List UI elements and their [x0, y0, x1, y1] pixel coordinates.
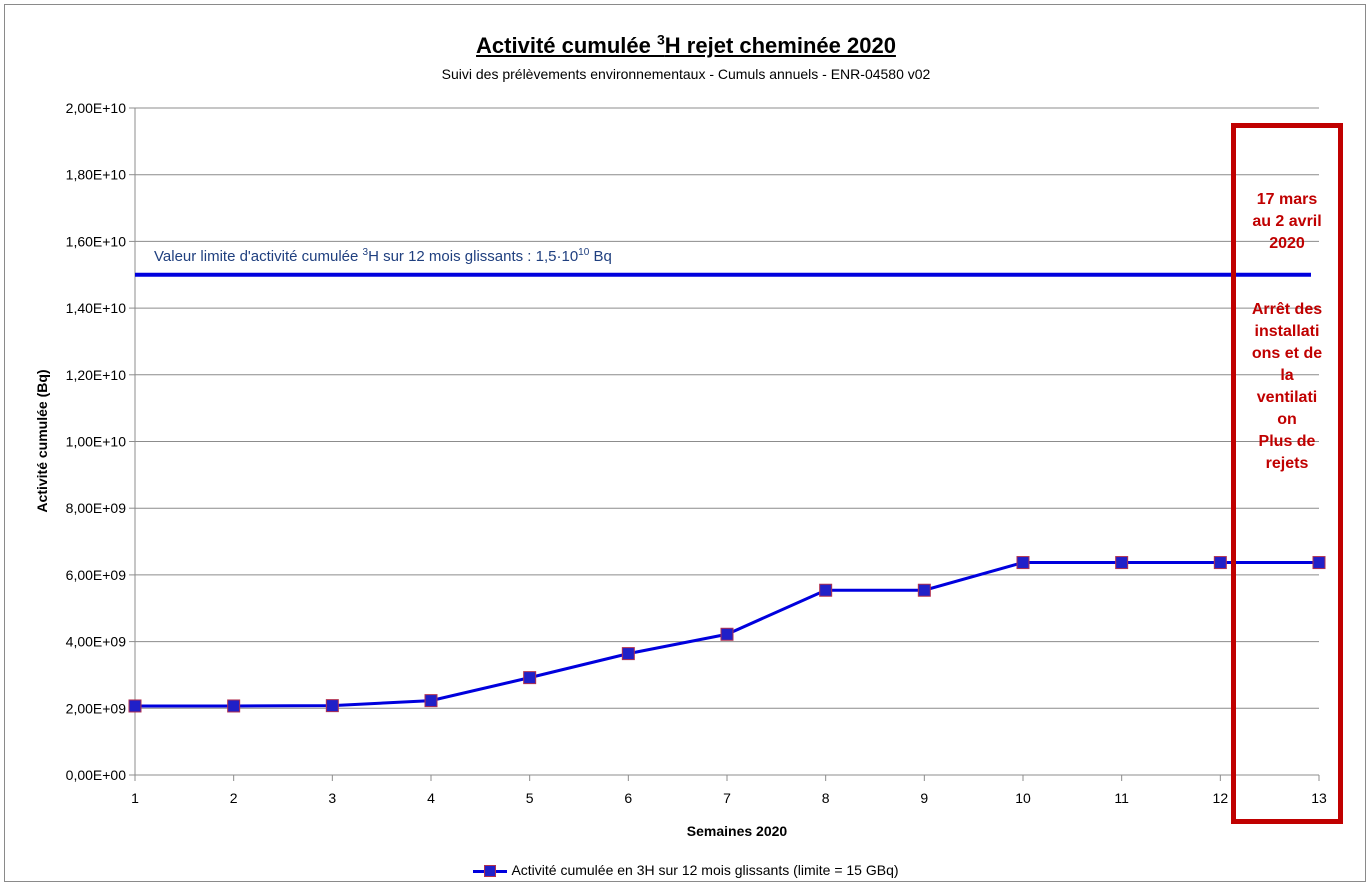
x-tick-label: 11	[1114, 790, 1129, 806]
y-tick-label: 1,20E+10	[66, 367, 127, 383]
y-tick-label: 1,00E+10	[66, 434, 127, 450]
data-point	[819, 583, 833, 597]
annotation-period: 17 mars au 2 avril 2020	[1252, 191, 1322, 252]
y-tick-label: 0,00E+00	[66, 767, 127, 783]
x-axis-label: Semaines 2020	[687, 823, 788, 839]
data-point	[227, 699, 241, 713]
y-tick-label: 2,00E+10	[66, 100, 127, 116]
y-tick-label: 1,80E+10	[66, 167, 127, 183]
x-tick-label: 7	[723, 790, 731, 806]
legend-label: Activité cumulée en 3H sur 12 mois gliss…	[511, 862, 899, 878]
chart-legend: Activité cumulée en 3H sur 12 mois gliss…	[0, 862, 1372, 878]
data-point	[523, 671, 537, 685]
annotation-note: Arrêt des installati ons et de la ventil…	[1251, 301, 1323, 472]
x-tick-label: 9	[920, 790, 928, 806]
chart-title: Activité cumulée 3H rejet cheminée 2020	[476, 32, 896, 59]
x-tick-label: 1	[131, 790, 139, 806]
chart-frame	[4, 4, 1366, 882]
y-tick-label: 6,00E+09	[66, 567, 127, 583]
data-point	[424, 694, 438, 708]
x-tick-label: 3	[328, 790, 336, 806]
data-point	[1115, 556, 1129, 570]
limit-line-label: Valeur limite d'activité cumulée 3H sur …	[154, 247, 612, 265]
x-tick-label: 12	[1213, 790, 1229, 806]
chart-subtitle: Suivi des prélèvements environnementaux …	[441, 66, 931, 82]
y-tick-label: 2,00E+09	[66, 700, 127, 716]
data-point	[1016, 556, 1030, 570]
annotation-box	[1231, 123, 1343, 824]
x-tick-label: 8	[822, 790, 830, 806]
x-tick-label: 2	[230, 790, 238, 806]
data-point	[128, 699, 142, 713]
x-tick-label: 10	[1015, 790, 1031, 806]
x-tick-label: 13	[1311, 790, 1327, 806]
x-tick-label: 5	[526, 790, 534, 806]
legend-swatch	[473, 864, 508, 878]
data-point	[621, 647, 635, 661]
x-tick-label: 6	[624, 790, 632, 806]
y-tick-label: 8,00E+09	[66, 500, 127, 516]
y-tick-label: 4,00E+09	[66, 634, 127, 650]
data-point	[1312, 556, 1326, 570]
y-axis-label: Activité cumulée (Bq)	[34, 369, 50, 512]
data-point	[325, 699, 339, 713]
x-tick-label: 4	[427, 790, 435, 806]
data-point	[1213, 556, 1227, 570]
y-tick-label: 1,40E+10	[66, 300, 127, 316]
y-tick-label: 1,60E+10	[66, 233, 127, 249]
data-point	[917, 583, 931, 597]
data-point	[720, 627, 734, 641]
